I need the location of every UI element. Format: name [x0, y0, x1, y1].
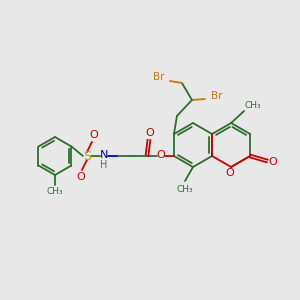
Text: O: O: [146, 128, 154, 138]
Text: N: N: [100, 150, 108, 160]
Text: CH₃: CH₃: [46, 188, 63, 196]
Text: O: O: [76, 172, 85, 182]
Text: O: O: [226, 168, 235, 178]
Text: O: O: [90, 130, 98, 140]
Text: CH₃: CH₃: [177, 184, 193, 194]
Text: O: O: [269, 157, 278, 167]
Text: Br: Br: [153, 72, 165, 82]
Text: H: H: [100, 160, 108, 170]
Text: O: O: [157, 150, 165, 160]
Text: S: S: [83, 149, 91, 163]
Text: Br: Br: [211, 91, 223, 101]
Text: CH₃: CH₃: [245, 101, 261, 110]
